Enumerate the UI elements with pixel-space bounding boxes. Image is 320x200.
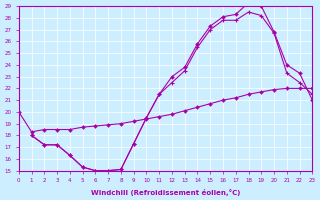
X-axis label: Windchill (Refroidissement éolien,°C): Windchill (Refroidissement éolien,°C): [91, 189, 240, 196]
